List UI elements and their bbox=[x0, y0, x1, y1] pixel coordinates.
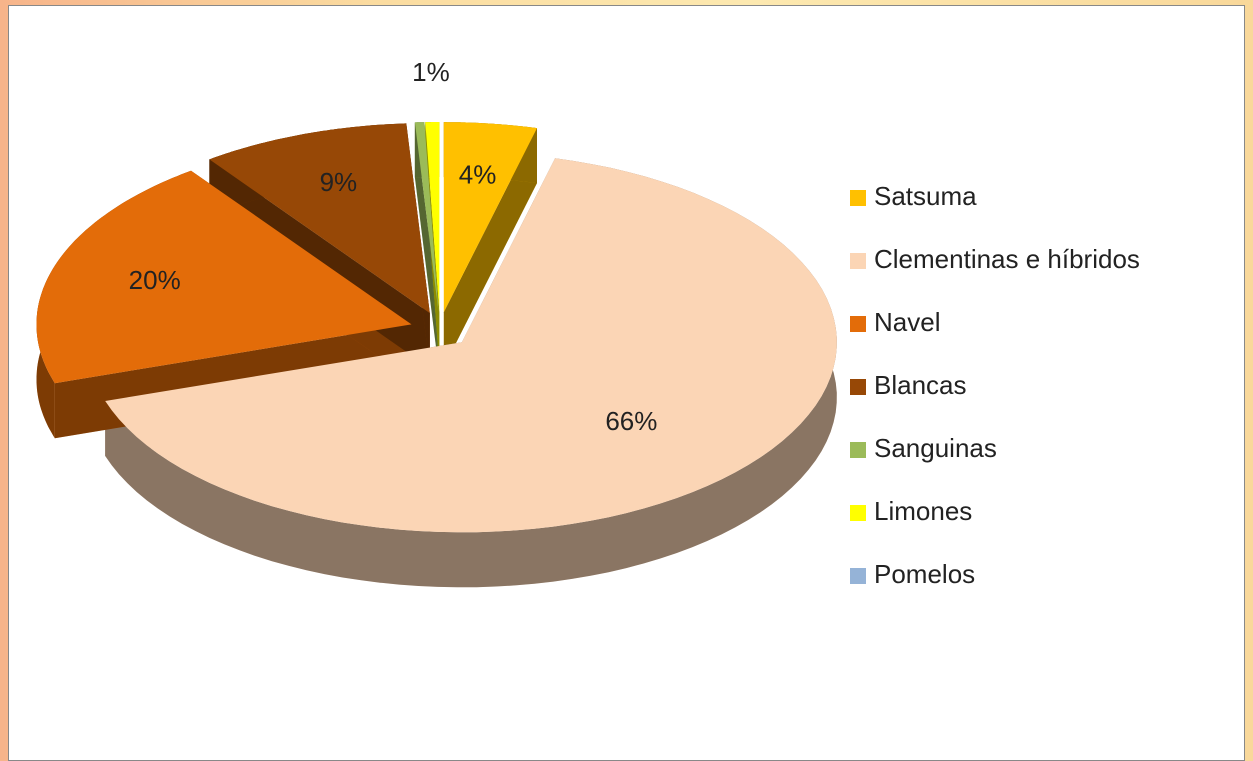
data-label: 20% bbox=[129, 265, 181, 295]
legend-label: Clementinas e híbridos bbox=[874, 244, 1140, 274]
pie-slice bbox=[414, 122, 439, 312]
pie-slice bbox=[105, 158, 837, 533]
legend-label: Limones bbox=[874, 496, 972, 526]
legend-label: Pomelos bbox=[874, 559, 975, 589]
data-label: 66% bbox=[605, 406, 657, 436]
slice-side bbox=[414, 122, 439, 368]
pie-slice bbox=[209, 123, 430, 314]
legend-label: Navel bbox=[874, 307, 940, 337]
pie-slice bbox=[425, 122, 440, 312]
legend-swatch bbox=[850, 442, 866, 458]
data-labels: 4% 66% 20% 9% 1% bbox=[129, 57, 658, 436]
legend-swatch bbox=[850, 568, 866, 584]
legend-swatch bbox=[850, 316, 866, 332]
pie-slice bbox=[443, 122, 537, 313]
pie-tops bbox=[36, 122, 837, 533]
legend-swatch bbox=[850, 190, 866, 206]
data-label: 9% bbox=[320, 167, 358, 197]
data-label: 1% bbox=[412, 57, 450, 87]
slice-side-shade bbox=[414, 122, 439, 368]
data-label: 4% bbox=[459, 159, 497, 189]
slice-side bbox=[443, 128, 537, 368]
legend-swatch bbox=[850, 253, 866, 269]
slice-side-shade bbox=[443, 128, 537, 368]
legend-swatch bbox=[850, 505, 866, 521]
pie-slice bbox=[36, 170, 412, 384]
legend-swatch bbox=[850, 379, 866, 395]
legend-label: Satsuma bbox=[874, 181, 977, 211]
legend-label: Blancas bbox=[874, 370, 967, 400]
legend-label: Sanguinas bbox=[874, 433, 997, 463]
